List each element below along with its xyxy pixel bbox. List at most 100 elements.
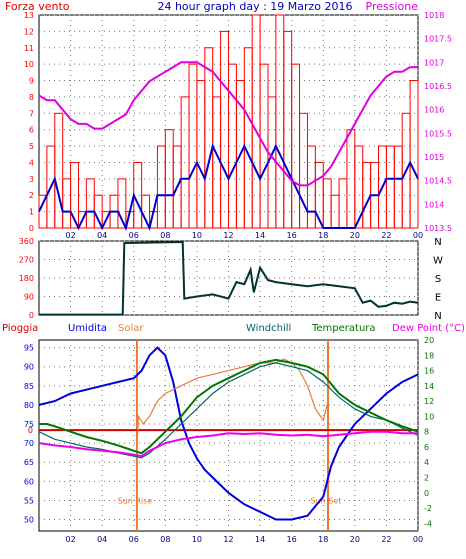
pressure-y-tick-label: 1015.5 bbox=[424, 129, 452, 138]
wind-x-tick-label: 12 bbox=[223, 231, 233, 240]
wind-pressure-series bbox=[38, 14, 419, 231]
temperature-y-tick-label: 2 bbox=[424, 474, 429, 483]
pressure-y-ticks: 1013.5 1014 1014.5 1015 1015.5 1016 1016.5 1017… bbox=[424, 11, 452, 233]
wind-y-tick-label: 6 bbox=[29, 126, 34, 135]
pressure-y-tick-label: 1018 bbox=[424, 11, 444, 20]
wind-y-tick-label: 2 bbox=[29, 191, 34, 200]
direction-grid bbox=[39, 240, 419, 316]
temperature-x-tick-label: 20 bbox=[350, 535, 360, 544]
temperature-x-tick-label: 06 bbox=[129, 535, 139, 544]
temperature-y-tick-label: 18 bbox=[424, 351, 434, 360]
wind-y-tick-label: 1 bbox=[29, 208, 34, 217]
solar-line bbox=[136, 358, 329, 448]
temperature-x-tick-label: 10 bbox=[192, 535, 202, 544]
temperature-x-tick-label: 08 bbox=[160, 535, 170, 544]
legend-entry: Windchill bbox=[246, 323, 291, 334]
temperature-x-tick-label: 02 bbox=[65, 535, 75, 544]
wind-y-tick-label: 3 bbox=[29, 175, 34, 184]
wind-x-tick-label: 04 bbox=[97, 231, 107, 240]
wind-axis-title: Forza vento bbox=[5, 0, 70, 13]
sun-event-label: Sun Set bbox=[311, 497, 342, 506]
pressure-axis-title: Pressione bbox=[366, 0, 419, 13]
compass-label: S bbox=[435, 274, 441, 285]
wind-direction-line bbox=[39, 240, 419, 316]
temperature-x-tick-label: 14 bbox=[255, 535, 265, 544]
temperature-y-tick-label: 16 bbox=[424, 367, 434, 376]
compass-label: E bbox=[435, 293, 441, 304]
dewpoint-line bbox=[38, 430, 418, 458]
humidity-y-tick-label: 60 bbox=[24, 477, 34, 486]
wind-y-tick-label: 13 bbox=[24, 11, 34, 20]
wind-gust-bar bbox=[54, 112, 64, 229]
temperature-x-ticks: 02 04 06 08 10 12 14 16 18 20 22 00 bbox=[65, 535, 423, 544]
wind-x-tick-label: 10 bbox=[192, 231, 202, 240]
pressure-y-tick-label: 1014.5 bbox=[424, 177, 452, 186]
wind-gust-bar bbox=[70, 161, 79, 229]
temperature-y-tick-label: 12 bbox=[424, 397, 434, 406]
wind-y-tick-label: 10 bbox=[24, 60, 34, 69]
wind-y-tick-label: 5 bbox=[29, 142, 34, 151]
wind-y-tick-label: 9 bbox=[29, 77, 34, 86]
legend-entry: Temperatura bbox=[311, 323, 376, 334]
temperature-x-tick-label: 22 bbox=[381, 535, 391, 544]
wind-average-line bbox=[38, 143, 419, 231]
humidity-line bbox=[38, 346, 419, 521]
humidity-y-tick-label: 80 bbox=[24, 401, 34, 410]
wind-y-tick-label: 12 bbox=[24, 27, 34, 36]
wind-y-tick-label: 8 bbox=[29, 93, 34, 102]
wind-y-tick-label: 11 bbox=[24, 44, 34, 53]
chart-title: 24 hour graph day : 19 Marzo 2016 bbox=[157, 0, 352, 13]
temperature-legend: Pioggia Umidita Solar Windchill Temperatura D… bbox=[2, 323, 465, 334]
sun-event-label: Sun Rise bbox=[118, 497, 153, 506]
compass-label: W bbox=[433, 256, 443, 267]
humidity-y-ticks: 50 55 60 65 70 75 80 85 90 95 bbox=[24, 344, 34, 525]
humidity-y-tick-label: 85 bbox=[24, 382, 34, 391]
wind-x-tick-label: 02 bbox=[65, 231, 75, 240]
temperature-x-tick-label: 18 bbox=[318, 535, 328, 544]
wind-x-tick-label: 06 bbox=[129, 231, 139, 240]
temperature-y-tick-label: 4 bbox=[424, 458, 429, 467]
pressure-y-tick-label: 1016 bbox=[424, 106, 444, 115]
direction-y-tick-label: 270 bbox=[19, 256, 34, 265]
temperature-y-tick-label: 6 bbox=[424, 443, 429, 452]
direction-y-tick-label: 90 bbox=[24, 293, 34, 302]
legend-entry: Dew Point (°C) bbox=[392, 323, 465, 334]
wind-x-ticks: 02 04 06 08 10 12 14 16 18 20 22 00 bbox=[65, 231, 423, 240]
wind-y-tick-label: 4 bbox=[29, 158, 34, 167]
temperature-y-tick-label: 14 bbox=[424, 382, 434, 391]
temperature-x-tick-label: 04 bbox=[97, 535, 107, 544]
temperature-line bbox=[39, 358, 419, 455]
direction-y-ticks: 0 90 180 270 360 bbox=[19, 237, 34, 320]
wind-x-tick-label: 08 bbox=[160, 231, 170, 240]
pressure-y-tick-label: 1017.5 bbox=[424, 35, 452, 44]
humidity-y-tick-label: 65 bbox=[24, 458, 34, 467]
windchill-line bbox=[38, 362, 419, 459]
wind-x-tick-label: 14 bbox=[255, 231, 265, 240]
legend-entry: Umidita bbox=[68, 323, 107, 334]
legend-entry: Pioggia bbox=[2, 323, 38, 334]
wind-x-tick-label: 20 bbox=[350, 231, 360, 240]
pressure-y-tick-label: 1013.5 bbox=[424, 224, 452, 233]
wind-y-tick-label: 0 bbox=[29, 224, 34, 233]
temperature-y-tick-label: 8 bbox=[424, 428, 429, 437]
temperature-y-tick-label: 20 bbox=[424, 336, 434, 345]
temperature-y-ticks: -4 -2 0 2 4 6 8 10 12 14 16 18 20 bbox=[424, 336, 434, 528]
temperature-y-tick-label: -4 bbox=[424, 519, 432, 528]
compass-label: N bbox=[434, 311, 441, 322]
temperature-x-tick-label: 00 bbox=[413, 535, 423, 544]
wind-x-tick-label: 00 bbox=[413, 231, 423, 240]
humidity-y-tick-label: 50 bbox=[24, 516, 34, 525]
temperature-x-tick-label: 12 bbox=[223, 535, 233, 544]
pressure-y-tick-label: 1015 bbox=[424, 153, 444, 162]
rain-tick-label: 0 bbox=[28, 426, 33, 435]
wind-x-tick-label: 16 bbox=[287, 231, 297, 240]
humidity-y-tick-label: 90 bbox=[24, 363, 34, 372]
direction-series bbox=[39, 240, 419, 316]
temperature-x-tick-label: 16 bbox=[287, 535, 297, 544]
temperature-y-tick-label: 0 bbox=[424, 489, 429, 498]
wind-gust-bar bbox=[409, 80, 419, 229]
